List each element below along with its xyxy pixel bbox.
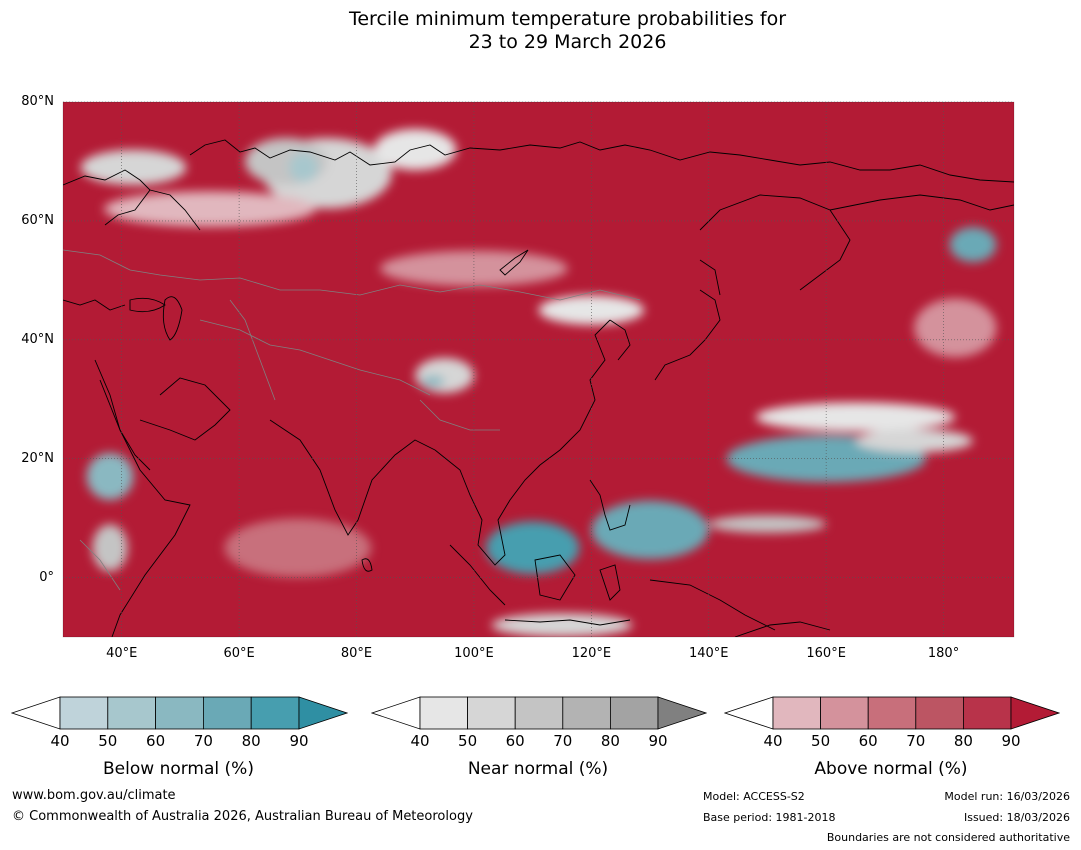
- coastlines: [63, 139, 1014, 637]
- model-name: Model: ACCESS-S2: [703, 790, 805, 803]
- colorbar-segment: [250, 696, 300, 730]
- longitude-label: 120°E: [571, 646, 612, 661]
- colorbar-segment: [867, 696, 917, 730]
- latitude-label: 0°: [39, 569, 54, 585]
- colorbar-below: [11, 696, 348, 730]
- forecast-map: [62, 101, 1015, 638]
- colorbar-segment: [562, 696, 611, 730]
- colorbar-segment: [915, 696, 964, 730]
- field-region-above: [104, 191, 316, 227]
- colorbar-tick-label: 50: [98, 732, 118, 750]
- field-region-near: [755, 402, 956, 432]
- colorbar-segment: [609, 696, 659, 730]
- colorbar-title-above: Above normal (%): [814, 759, 968, 779]
- colorbar-segment: [962, 696, 1012, 730]
- colorbar-tick-label: 40: [410, 732, 430, 750]
- colorbar-tick-label: 70: [553, 732, 573, 750]
- map-frame: [62, 101, 1015, 638]
- longitude-label: 80°E: [340, 646, 373, 661]
- field-region-below: [421, 375, 445, 388]
- longitude-label: 180°: [927, 646, 960, 661]
- longitude-label: 40°E: [106, 646, 138, 661]
- website-link[interactable]: www.bom.gov.au/climate: [12, 788, 176, 803]
- colorbar-tick-label: 90: [648, 732, 668, 750]
- model-run-date: Model run: 16/03/2026: [944, 790, 1070, 803]
- issued-date: Issued: 18/03/2026: [963, 811, 1070, 824]
- colorbar-segment: [202, 696, 252, 730]
- colorbar-under-triangle: [371, 696, 421, 730]
- field-region-below: [289, 152, 319, 183]
- latitude-label: 20°N: [21, 450, 54, 466]
- copyright-notice: © Commonwealth of Australia 2026, Austra…: [12, 809, 473, 824]
- map-title: Tercile minimum temperature probabilitie…: [0, 8, 1081, 54]
- field-region-below: [485, 521, 580, 575]
- colorbar-over-triangle: [1010, 696, 1060, 730]
- colorbar-tick-label: 90: [1001, 732, 1021, 750]
- field-region-near: [538, 295, 645, 325]
- colorbar-tick-label: 60: [146, 732, 166, 750]
- colorbar-above: [724, 696, 1060, 730]
- colorbar-tick-label: 80: [953, 732, 973, 750]
- graticule: [63, 101, 1014, 637]
- field-region-near: [92, 524, 128, 572]
- colorbar-tick-label: 80: [241, 732, 261, 750]
- base-period: Base period: 1981-2018: [703, 811, 836, 824]
- colorbar-over-triangle: [657, 696, 707, 730]
- colorbar-under-triangle: [724, 696, 774, 730]
- probability-field: [80, 129, 997, 637]
- field-region-above: [224, 518, 372, 578]
- field-region-below: [591, 500, 709, 560]
- longitude-label: 100°E: [454, 646, 494, 661]
- field-region-below: [86, 453, 134, 500]
- colorbar-under-triangle: [11, 696, 61, 730]
- colorbar-tick-label: 50: [458, 732, 478, 750]
- colorbar-tick-label: 60: [858, 732, 878, 750]
- colorbar-segment: [467, 696, 516, 730]
- latitude-label: 60°N: [21, 212, 54, 228]
- colorbar-title-below: Below normal (%): [103, 759, 254, 779]
- colorbar-near: [371, 696, 707, 730]
- field-region-near: [80, 149, 187, 185]
- map-title-line2: 23 to 29 March 2026: [468, 31, 667, 53]
- colorbar-tick-label: 70: [193, 732, 213, 750]
- colorbar-segment: [59, 696, 109, 730]
- field-region-near: [415, 357, 474, 394]
- latitude-label: 80°N: [21, 94, 54, 109]
- field-region-below: [949, 227, 997, 263]
- colorbar-tick-label: 90: [289, 732, 309, 750]
- colorbar-tick-label: 60: [505, 732, 525, 750]
- field-region-near: [374, 129, 457, 171]
- colorbar-segment: [772, 696, 821, 730]
- colorbar-title-near: Near normal (%): [467, 759, 609, 779]
- colorbar-tick-label: 50: [811, 732, 831, 750]
- colorbar-tick-label: 40: [50, 732, 70, 750]
- field-region-above: [380, 250, 568, 287]
- field-region-near: [708, 515, 827, 533]
- colorbar-segment: [107, 696, 157, 730]
- longitude-label: 140°E: [688, 646, 729, 661]
- colorbar-segment: [820, 696, 869, 730]
- colorbar-segment: [514, 696, 564, 730]
- field-region-near: [491, 613, 633, 637]
- boundaries-disclaimer: Boundaries are not considered authoritat…: [826, 831, 1070, 844]
- longitude-label: 60°E: [223, 646, 255, 661]
- latitude-label: 40°N: [21, 331, 54, 347]
- colorbar-tick-label: 40: [763, 732, 783, 750]
- colorbar-segment: [419, 696, 468, 730]
- colorbar-tick-label: 80: [600, 732, 620, 750]
- map-title-line1: Tercile minimum temperature probabilitie…: [348, 8, 787, 30]
- colorbar-over-triangle: [298, 696, 348, 730]
- country-borders: [63, 249, 641, 591]
- field-region-near: [855, 429, 973, 453]
- longitude-label: 160°E: [806, 646, 846, 661]
- colorbar-segment: [155, 696, 204, 730]
- colorbar-tick-label: 70: [906, 732, 926, 750]
- field-region-above: [914, 298, 997, 358]
